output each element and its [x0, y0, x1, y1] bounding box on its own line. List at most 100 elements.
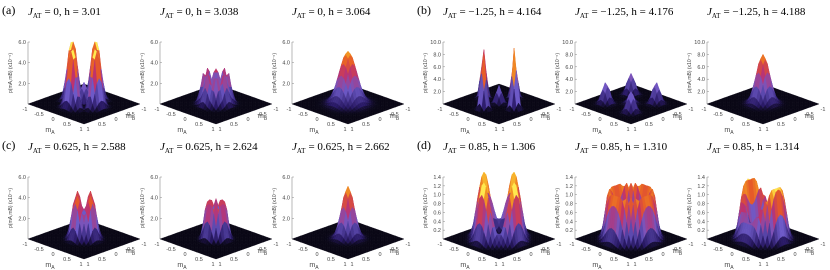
- x-tick-label: -0.5: [34, 112, 43, 118]
- subplot: JAT= −1.25, h = 4.1882.04.06.08.010.0p(m…: [687, 6, 825, 136]
- y-tick-label: 0.5: [645, 122, 653, 128]
- z-tick-label: 8.0: [697, 52, 705, 58]
- label-sub: B: [264, 116, 268, 122]
- z-axis-label: p(mA,mB) (x10⁻⁵): [423, 53, 429, 93]
- y-tick-label: 0.5: [777, 122, 785, 128]
- x-tick-label: 0.5: [63, 122, 71, 128]
- z-tick-label: 4.0: [18, 196, 26, 202]
- x-tick-label: 0.5: [327, 122, 335, 128]
- y-tick-label: -1: [406, 107, 411, 113]
- label-sub: B: [132, 116, 136, 122]
- y-tick-label: -1: [142, 242, 147, 248]
- z-tick-label: 4.0: [282, 61, 290, 67]
- z-tick-label: 4.0: [150, 61, 158, 67]
- x-axis-label: mA: [177, 127, 187, 136]
- title-subscript: AT: [712, 12, 721, 20]
- x-tick-label: -0.5: [34, 247, 43, 253]
- y-tick-label: 1: [86, 262, 89, 268]
- plot-title: JAT= 0.625, h = 2.588: [28, 141, 126, 155]
- z-tick-label: 4.0: [18, 61, 26, 67]
- y-tick-label: 0.5: [98, 257, 106, 263]
- x-tick-label: 0: [598, 117, 601, 123]
- y-tick-label: 1: [218, 127, 221, 133]
- title-rest: = −1.25, h = 4.188: [723, 6, 805, 18]
- title-rest: = 0.625, h = 2.588: [44, 141, 126, 153]
- y-tick-label: 0: [793, 117, 796, 123]
- x-tick-label: 0: [730, 117, 733, 123]
- z-axis-label: p(mA,mB) (x10⁻⁵): [8, 53, 14, 93]
- z-tick-label: 4.0: [433, 77, 441, 83]
- z-tick-label: 6.0: [697, 65, 705, 71]
- x-tick-label: 0.5: [478, 122, 486, 128]
- y-tick-label: -1: [142, 107, 147, 113]
- label-sub: B: [547, 116, 551, 122]
- y-tick-label: 0: [378, 117, 381, 123]
- x-tick-label: -0.5: [449, 112, 458, 118]
- z-tick-label: 2.0: [565, 90, 573, 96]
- z-tick-label: 6.0: [433, 65, 441, 71]
- label-sub: A: [598, 130, 602, 136]
- x-tick-label: 0: [183, 117, 186, 123]
- label-sub: A: [183, 130, 187, 136]
- x-axis-label: mA: [309, 127, 319, 136]
- plot-title: JAT= −1.25, h = 4.176: [575, 6, 674, 20]
- x-tick-label: 0.5: [742, 122, 750, 128]
- z-tick-label: 10.0: [562, 40, 573, 46]
- x-tick-label: 0: [315, 117, 318, 123]
- z-tick-label: 6.0: [18, 175, 26, 181]
- x-tick-label: -1: [570, 107, 575, 113]
- title-rest: = 0, h = 3.064: [308, 6, 370, 18]
- x-axis-label: mA: [45, 127, 55, 136]
- x-tick-label: 1: [626, 127, 629, 133]
- z-tick-label: 2.0: [18, 216, 26, 222]
- z-tick-label: 2.0: [282, 81, 290, 87]
- plot-title: JAT= 0, h = 3.038: [160, 6, 239, 20]
- title-subscript: AT: [448, 12, 457, 20]
- x-axis-label: mA: [460, 127, 470, 136]
- label-sub: B: [396, 116, 400, 122]
- label-sub: A: [315, 130, 319, 136]
- subplot: JAT= 0, h = 3.0642.04.06.0p(mA,mB) (x10⁻…: [272, 6, 410, 136]
- label-sub: B: [679, 116, 683, 122]
- x-tick-label: 1: [79, 127, 82, 133]
- y-tick-label: -1: [274, 107, 279, 113]
- x-tick-label: -1: [438, 107, 443, 113]
- x-tick-label: -1: [23, 107, 28, 113]
- title-subscript: AT: [165, 12, 174, 20]
- y-tick-label: 0: [114, 252, 117, 258]
- subplot: JAT= 0.625, h = 2.6242.04.06.0p(mA,mB) (…: [140, 141, 278, 270]
- plot-title: JAT= −1.25, h = 4.164: [443, 6, 542, 20]
- x-tick-label: -1: [702, 107, 707, 113]
- title-subscript: AT: [33, 12, 42, 20]
- label-sub: A: [51, 130, 55, 136]
- y-tick-label: 1: [765, 127, 768, 133]
- y-tick-label: 0.5: [513, 122, 521, 128]
- x-axis-label: mA: [724, 127, 734, 136]
- title-subscript: AT: [33, 147, 42, 155]
- plot-title: JAT= 0, h = 3.01: [28, 6, 101, 20]
- y-tick-label: 0: [529, 117, 532, 123]
- z-axis-label: p(mA,mB) (x10⁻⁵): [140, 188, 146, 228]
- x-tick-label: 0.5: [63, 257, 71, 263]
- x-tick-label: 1: [343, 127, 346, 133]
- title-subscript: AT: [165, 147, 174, 155]
- label-sub: A: [51, 265, 55, 270]
- x-tick-label: 0: [51, 117, 54, 123]
- y-tick-label: -1: [557, 107, 562, 113]
- x-axis-label: mA: [45, 262, 55, 270]
- plot-title: JAT= −1.25, h = 4.188: [707, 6, 806, 20]
- x-tick-label: -0.5: [581, 112, 590, 118]
- title-subscript: AT: [580, 12, 589, 20]
- x-tick-label: -1: [155, 107, 160, 113]
- y-tick-label: 0.5: [98, 122, 106, 128]
- panel-label: (a): [2, 3, 15, 17]
- title-rest: = 0.625, h = 2.624: [176, 141, 258, 153]
- plot-title: JAT= 0, h = 3.064: [292, 6, 371, 20]
- subplot: JAT= −1.25, h = 4.1642.04.06.08.010.0p(m…: [423, 6, 561, 136]
- subplot: JAT= 0, h = 3.012.04.06.0p(mA,mB) (x10⁻⁵…: [8, 6, 146, 136]
- x-tick-label: 0.5: [610, 122, 618, 128]
- y-tick-label: -1: [821, 107, 826, 113]
- z-tick-label: 8.0: [565, 52, 573, 58]
- subplot: JAT= 0, h = 3.0382.04.06.0p(mA,mB) (x10⁻…: [140, 6, 278, 136]
